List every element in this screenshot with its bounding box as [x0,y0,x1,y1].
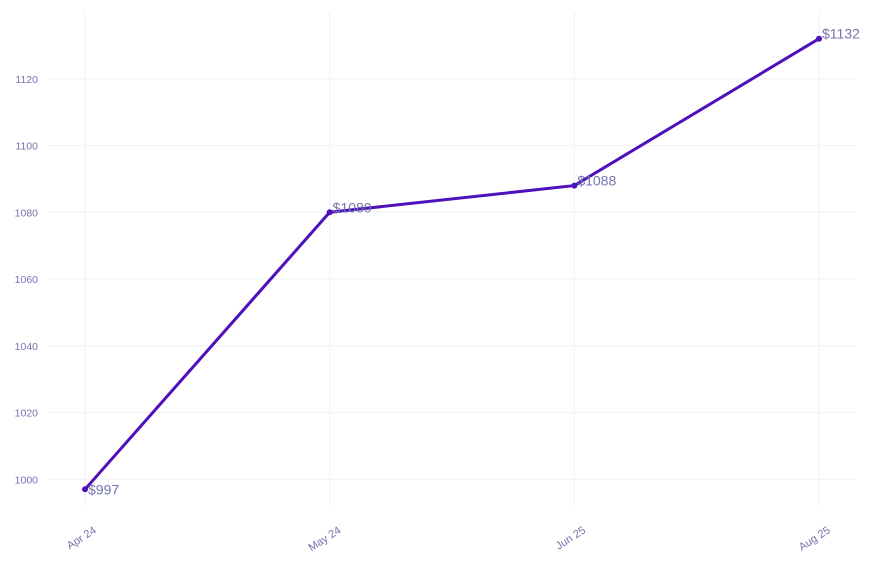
data-point-label: $1088 [577,173,616,189]
x-axis-tick-label: May 24 [307,524,344,554]
x-axis-tick-label: Jun 25 [554,524,588,552]
y-axis-tick-label: 1120 [15,74,38,86]
data-point-label: $997 [88,481,119,497]
x-axis-tick-label: Aug 25 [797,524,833,553]
y-axis-tick-label: 1000 [15,474,39,486]
data-point-marker [571,182,578,189]
series-line [83,37,821,491]
data-point-marker [82,486,88,493]
data-point-marker [816,35,822,42]
x-axis-tick-label: Apr 24 [65,524,99,552]
data-point-label: $1080 [333,199,372,215]
data-point-marker [326,209,333,216]
y-axis-tick-label: 1100 [15,141,38,153]
y-axis-tick-label: 1080 [15,207,39,219]
y-axis-tick-label: 1040 [15,341,39,353]
y-axis-tick-label: 1020 [15,408,39,420]
y-axis-tick-label: 1060 [15,274,39,286]
data-point-label: $1132 [822,26,860,42]
